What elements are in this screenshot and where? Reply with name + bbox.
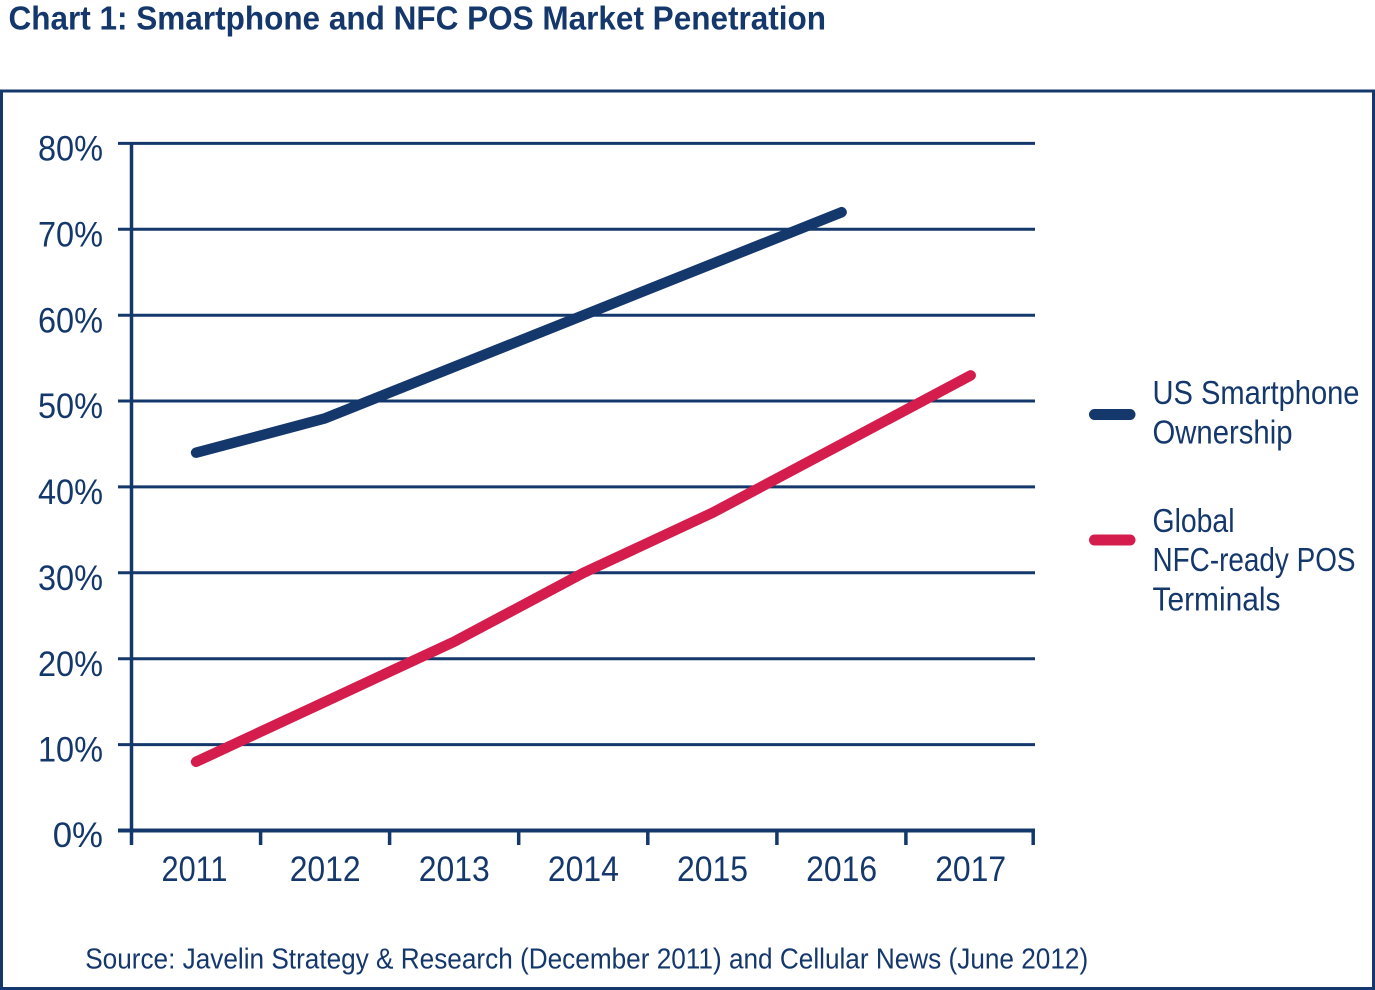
- svg-text:2017: 2017: [935, 850, 1006, 889]
- svg-text:60%: 60%: [38, 301, 103, 340]
- svg-text:50%: 50%: [38, 387, 103, 426]
- svg-text:Global: Global: [1153, 502, 1235, 539]
- svg-text:30%: 30%: [38, 559, 103, 598]
- svg-text:2012: 2012: [290, 850, 361, 889]
- svg-text:70%: 70%: [38, 215, 103, 254]
- svg-text:Terminals: Terminals: [1153, 580, 1281, 617]
- svg-text:40%: 40%: [38, 473, 103, 512]
- svg-text:Ownership: Ownership: [1153, 413, 1293, 450]
- svg-text:Source: Javelin Strategy & Res: Source: Javelin Strategy & Research (Dec…: [85, 944, 1088, 976]
- svg-text:2014: 2014: [548, 850, 619, 889]
- svg-text:2016: 2016: [806, 850, 877, 889]
- svg-text:US Smartphone: US Smartphone: [1153, 374, 1360, 411]
- svg-text:20%: 20%: [38, 645, 103, 684]
- svg-text:2011: 2011: [162, 850, 228, 889]
- svg-text:Chart 1: Smartphone and NFC PO: Chart 1: Smartphone and NFC POS Market P…: [9, 0, 827, 37]
- svg-text:0%: 0%: [53, 816, 103, 855]
- svg-text:80%: 80%: [38, 130, 103, 169]
- svg-text:10%: 10%: [38, 731, 103, 770]
- svg-text:NFC-ready POS: NFC-ready POS: [1153, 541, 1356, 578]
- svg-text:2013: 2013: [419, 850, 490, 889]
- svg-text:2015: 2015: [677, 850, 748, 889]
